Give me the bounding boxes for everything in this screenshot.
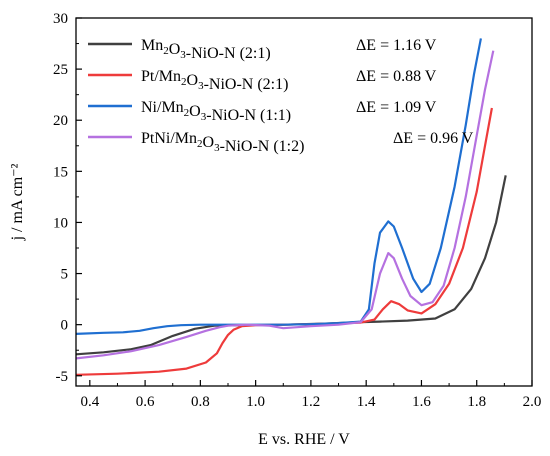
x-tick-label: 1.4: [357, 394, 376, 410]
legend-delta-e-3: ΔE = 1.09 V: [356, 99, 437, 116]
plot-frame: [75, 17, 533, 387]
x-axis: 0.4 0.6 0.8 1.0 1.2 1.4 1.6 1.8 2.0: [80, 380, 541, 410]
x-tick-label: 1.6: [412, 394, 431, 410]
y-axis: -5 0 5 10 15 20 25 30: [53, 11, 82, 385]
x-tick-label: 0.6: [136, 394, 155, 410]
series-line-4: [75, 50, 495, 360]
legend-delta-e-1: ΔE = 1.16 V: [356, 37, 437, 54]
y-tick-label: 30: [53, 11, 68, 27]
x-axis-label: E vs. RHE / V: [258, 431, 350, 448]
y-tick-label: 20: [53, 113, 68, 129]
y-tick-label: -5: [56, 369, 69, 385]
legend-delta-e-2: ΔE = 0.88 V: [356, 68, 437, 85]
y-tick-label: 5: [61, 267, 69, 283]
legend-label-1: Mn2O3-NiO-N (2:1): [141, 37, 271, 62]
x-tick-label: 1.0: [246, 394, 265, 410]
x-tick-label: 1.2: [302, 394, 321, 410]
x-tick-label: 2.0: [523, 394, 542, 410]
y-tick-label: 0: [61, 318, 69, 334]
y-tick-label: 15: [53, 164, 68, 180]
legend-label-2: Pt/Mn2O3-NiO-N (2:1): [141, 68, 288, 93]
y-axis-label: j / mA cm⁻²: [9, 163, 26, 241]
legend-label-3: Ni/Mn2O3-NiO-N (1:1): [141, 99, 291, 124]
x-tick-label: 0.8: [191, 394, 210, 410]
x-tick-label: 0.4: [80, 394, 99, 410]
legend: Mn2O3-NiO-N (2:1) ΔE = 1.16 V Pt/Mn2O3-NiO…: [88, 37, 474, 155]
y-tick-label: 25: [53, 62, 68, 78]
series-group: [75, 38, 507, 376]
legend-delta-e-4: ΔE = 0.96 V: [393, 130, 474, 147]
y-tick-label: 10: [53, 215, 68, 231]
x-tick-label: 1.8: [467, 394, 486, 410]
legend-label-4: PtNi/Mn2O3-NiO-N (1:2): [141, 130, 304, 155]
series-line-3: [75, 38, 482, 335]
